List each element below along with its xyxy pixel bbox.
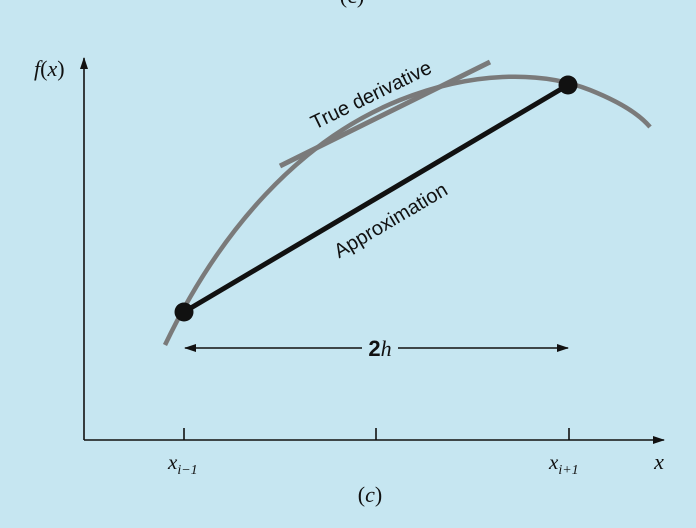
approximation-chord (182, 82, 570, 315)
point-left (174, 302, 194, 322)
tick-label-left: xi−1 (167, 450, 198, 478)
tangent-line (278, 59, 492, 169)
tick-label-right: xi+1 (548, 450, 579, 478)
y-axis-label: f(x) (34, 56, 65, 81)
top-caption-fragment: (c) (340, 0, 364, 8)
interval-label: 2h (368, 336, 391, 361)
point-right (558, 75, 578, 95)
figure-caption: (c) (358, 482, 382, 507)
x-axis-label: x (653, 449, 664, 474)
